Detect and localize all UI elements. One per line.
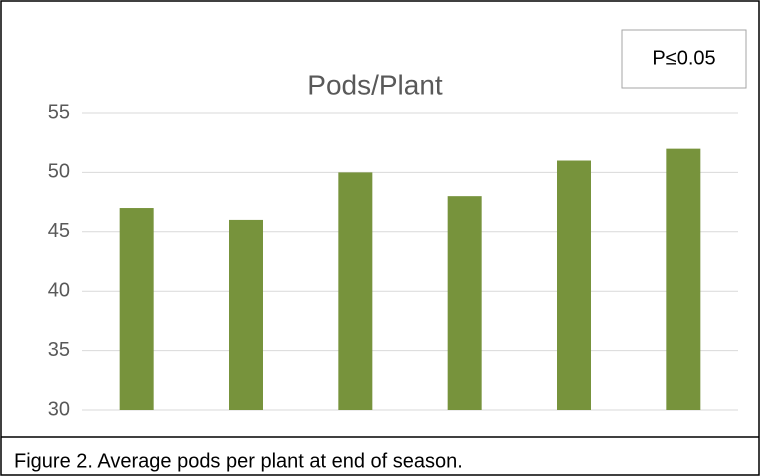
y-tick-label: 45	[48, 220, 70, 242]
y-tick-label: 35	[48, 339, 70, 361]
y-tick-label: 50	[48, 161, 70, 183]
bar	[119, 208, 154, 410]
caption: Figure 2. Average pods per plant at end …	[14, 450, 463, 472]
y-tick-label: 30	[48, 398, 70, 420]
chart-title: Pods/Plant	[307, 69, 443, 100]
bar	[338, 172, 373, 410]
y-tick-label: 55	[48, 101, 70, 123]
y-tick-label: 40	[48, 279, 70, 301]
bar	[557, 160, 591, 410]
annotation: P≤0.05	[652, 47, 715, 69]
bar	[447, 196, 482, 410]
bar	[666, 148, 701, 410]
bar	[229, 219, 263, 410]
annotation-box	[621, 29, 747, 89]
